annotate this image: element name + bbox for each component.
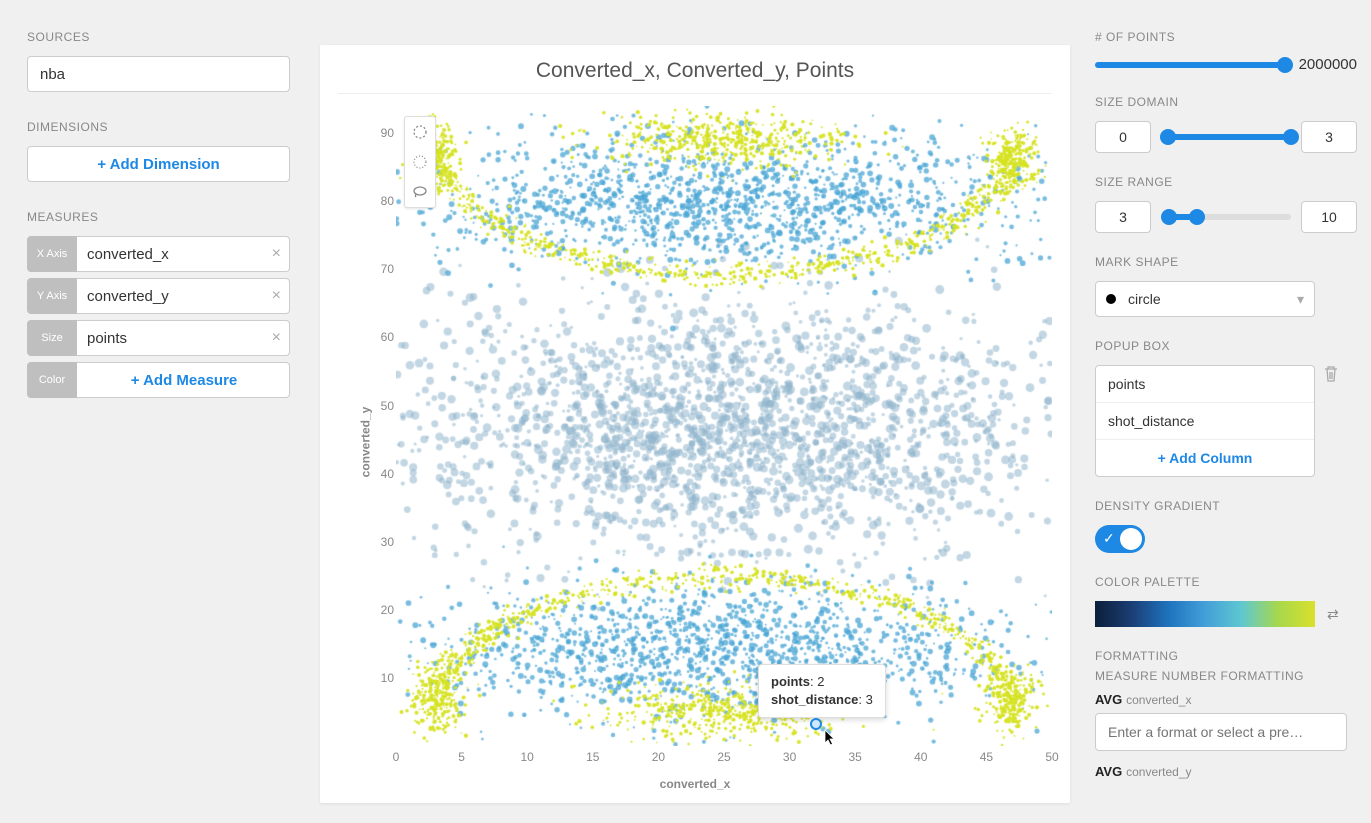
plot-toolbox [404,116,436,208]
measure-yaxis: Y Axis converted_y × [27,278,290,314]
circle-icon [1106,294,1116,304]
density-gradient-label: DENSITY GRADIENT [1095,499,1357,513]
size-domain-min[interactable]: 0 [1095,121,1151,153]
selection-circle-dotted-icon[interactable] [405,147,435,177]
color-palette-label: COLOR PALETTE [1095,575,1357,589]
mark-shape-label: MARK SHAPE [1095,255,1357,269]
size-domain-max[interactable]: 3 [1301,121,1357,153]
fmt-input-converted-x[interactable] [1095,713,1347,751]
popup-box-label: POPUP BOX [1095,339,1357,353]
center-panel: Converted_x, Converted_y, Points convert… [305,0,1065,823]
chart-title: Converted_x, Converted_y, Points [338,59,1052,94]
size-domain-label: SIZE DOMAIN [1095,95,1357,109]
tooltip: points: 2 shot_distance: 3 [758,664,886,718]
yaxis-field[interactable]: converted_y × [77,278,290,314]
size-clear-icon[interactable]: × [272,329,281,347]
size-range-label: SIZE RANGE [1095,175,1357,189]
xaxis-value: converted_x [87,246,169,263]
add-measure-button[interactable]: + Add Measure [77,362,290,398]
size-field[interactable]: points × [77,320,290,356]
num-points-value: 2000000 [1299,56,1357,73]
measure-xaxis: X Axis converted_x × [27,236,290,272]
dimensions-label: DIMENSIONS [27,120,283,134]
plot-wrap: converted_y converted_x 1020304050607080… [338,94,1052,789]
swap-icon[interactable]: ⇄ [1327,606,1339,623]
popup-item[interactable]: shot_distance [1096,403,1314,440]
measures-label: MEASURES [27,210,283,224]
size-range-max[interactable]: 10 [1301,201,1357,233]
measure-size: Size points × [27,320,290,356]
size-value: points [87,330,127,347]
x-ticks: 05101520253035404550 [396,750,1052,770]
cursor-icon [823,729,837,747]
xaxis-clear-icon[interactable]: × [272,245,281,263]
selection-circle-dashed-icon[interactable] [405,117,435,147]
chevron-down-icon: ▾ [1297,291,1304,308]
size-domain-slider[interactable] [1161,134,1291,140]
check-icon: ✓ [1103,530,1115,547]
mark-shape-value: circle [1128,291,1161,307]
yaxis-tag: Y Axis [27,278,77,314]
mark-shape-select[interactable]: circle ▾ [1095,281,1315,317]
num-points-slider[interactable] [1095,62,1289,68]
sources-label: SOURCES [27,30,283,44]
hover-point [810,718,822,730]
formatting-label: FORMATTING [1095,649,1357,663]
yaxis-value: converted_y [87,288,169,305]
size-range-slider[interactable] [1161,214,1291,220]
tooltip-row: shot_distance: 3 [771,691,873,709]
toggle-knob [1120,528,1142,550]
x-axis-label: converted_x [660,777,731,791]
size-tag: Size [27,320,77,356]
popup-item[interactable]: points [1096,366,1314,403]
add-dimension-button[interactable]: + Add Dimension [27,146,290,182]
density-toggle[interactable]: ✓ [1095,525,1145,553]
fmt-field-label: AVG converted_y [1095,763,1357,779]
num-points-label: # OF POINTS [1095,30,1357,44]
color-tag: Color [27,362,77,398]
y-ticks: 102030405060708090 [368,106,394,746]
xaxis-field[interactable]: converted_x × [77,236,290,272]
measure-color: Color + Add Measure [27,362,290,398]
popup-box: points shot_distance + Add Column [1095,365,1315,477]
trash-icon[interactable] [1323,365,1339,388]
lasso-icon[interactable] [405,177,435,207]
tooltip-row: points: 2 [771,673,873,691]
plot-area[interactable] [396,106,1052,746]
measure-fmt-label: MEASURE NUMBER FORMATTING [1095,669,1357,683]
left-panel: SOURCES DIMENSIONS + Add Dimension MEASU… [0,0,305,823]
xaxis-tag: X Axis [27,236,77,272]
yaxis-clear-icon[interactable]: × [272,287,281,305]
source-input[interactable] [27,56,290,92]
chart-card: Converted_x, Converted_y, Points convert… [320,45,1070,803]
fmt-field-label: AVG converted_x [1095,691,1357,707]
color-palette[interactable] [1095,601,1315,627]
scatter-canvas[interactable] [396,106,1052,746]
size-range-min[interactable]: 3 [1095,201,1151,233]
right-panel: # OF POINTS 2000000 SIZE DOMAIN 0 3 [1065,0,1365,823]
add-column-button[interactable]: + Add Column [1096,440,1314,476]
